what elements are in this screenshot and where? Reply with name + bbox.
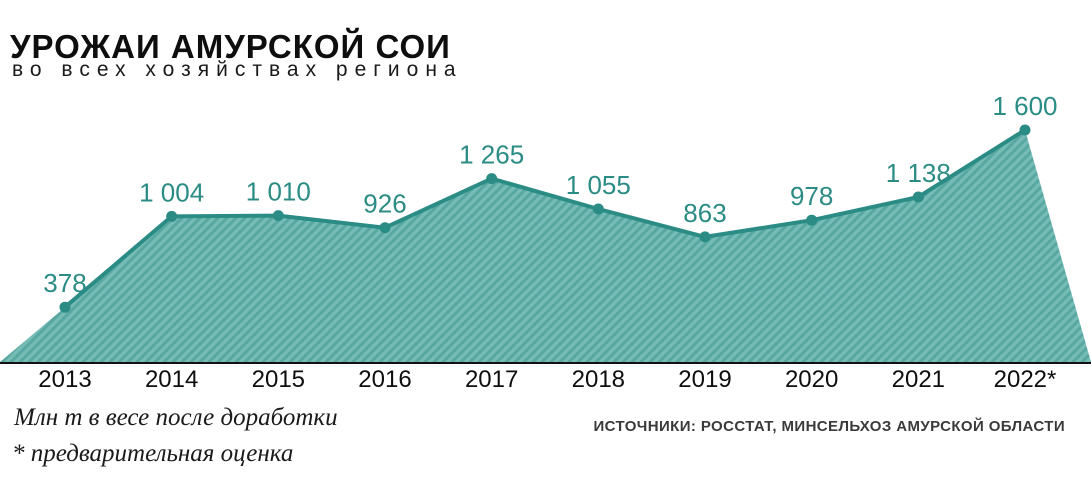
value-label: 863: [683, 198, 726, 228]
x-axis-label: 2021: [891, 366, 946, 393]
value-label: 1 138: [886, 158, 951, 188]
x-axis-label: 2016: [358, 366, 412, 393]
x-axis-label: 2018: [571, 366, 626, 393]
value-label: 1 265: [459, 140, 524, 170]
data-line: [63, 128, 1027, 310]
value-label: 1 600: [992, 91, 1057, 121]
x-axis-label: 2013: [38, 366, 92, 393]
x-axis-label: 2019: [678, 366, 732, 393]
value-label: 378: [43, 268, 86, 298]
data-point: [912, 191, 924, 203]
harvest-area-chart: 378 1 004 1 010 926 1 265 1 055 863 978 1 138 1 6…: [0, 85, 1091, 365]
sources-credit: ИСТОЧНИКИ: РОССТАТ, МИНСЕЛЬХОЗ АМУРСКОЙ …: [593, 418, 1065, 435]
value-label: 1 010: [246, 177, 311, 207]
x-axis-label: 2014: [144, 366, 199, 393]
x-axis: 2013 2014 2015 2016 2017 2018 2019 2020 2021 2022…: [0, 366, 1091, 400]
page-title: УРОЖАИ АМУРСКОЙ СОИ: [10, 28, 451, 66]
harvest-chart-svg: 378 1 004 1 010 926 1 265 1 055 863 978 1 138 1 6…: [0, 91, 1091, 364]
value-label: 978: [790, 181, 833, 211]
x-axis-label: 2020: [784, 366, 839, 393]
data-point: [272, 210, 284, 222]
data-point: [806, 214, 818, 226]
unit-note: Млн т в весе после доработки: [14, 404, 338, 431]
data-point: [379, 222, 391, 234]
data-point: [699, 231, 711, 243]
footnote: * предварительная оценка: [12, 440, 294, 467]
area-fill: [0, 130, 1091, 362]
value-label: 1 055: [566, 170, 631, 200]
x-axis-label: 2022*: [993, 366, 1057, 393]
x-axis-label: 2017: [464, 366, 519, 393]
data-point: [592, 203, 604, 215]
data-point: [166, 210, 178, 222]
data-point: [59, 301, 71, 313]
data-point: [486, 173, 498, 185]
data-point: [1019, 124, 1031, 136]
value-label: 926: [363, 189, 406, 219]
x-axis-label: 2015: [251, 366, 306, 393]
value-label: 1 004: [139, 177, 204, 207]
page-subtitle: во всех хозяйствах региона: [12, 58, 463, 81]
